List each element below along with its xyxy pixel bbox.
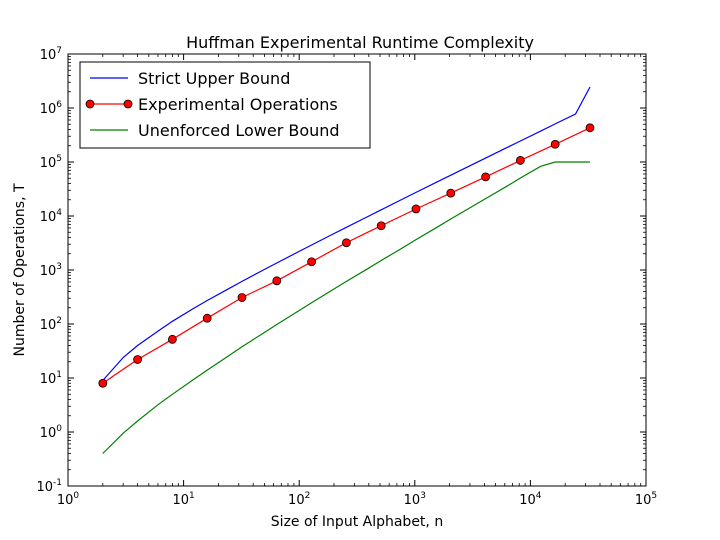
x-tick-label: 105 bbox=[635, 491, 657, 508]
legend: Strict Upper Bound Experimental Operation… bbox=[79, 61, 371, 149]
data-point bbox=[98, 378, 108, 388]
x-tick-label: 100 bbox=[57, 491, 80, 508]
y-tick-label: 10-1 bbox=[36, 478, 62, 495]
data-point bbox=[585, 123, 595, 133]
data-point bbox=[550, 139, 560, 149]
legend-entry: Experimental Operations bbox=[138, 95, 338, 114]
y-axis: 10-1 100 101 102 103 104 105 106 107 bbox=[36, 46, 646, 495]
series-line-1 bbox=[102, 127, 591, 384]
x-axis-label: Size of Input Alphabet, n bbox=[271, 514, 443, 530]
y-tick-label: 104 bbox=[40, 208, 63, 225]
y-tick-label: 102 bbox=[40, 316, 62, 333]
data-point bbox=[237, 293, 247, 302]
legend-entry: Unenforced Lower Bound bbox=[138, 121, 340, 140]
x-tick-label: 102 bbox=[288, 491, 310, 508]
legend-marker bbox=[123, 99, 133, 109]
data-point bbox=[481, 172, 490, 182]
x-tick-label: 101 bbox=[172, 491, 194, 508]
data-point bbox=[446, 188, 456, 198]
y-tick-label: 103 bbox=[40, 262, 62, 279]
plot-area bbox=[98, 86, 595, 454]
y-tick-label: 106 bbox=[40, 100, 63, 117]
legend-marker bbox=[85, 99, 95, 109]
data-point bbox=[202, 313, 212, 323]
chart-title: Huffman Experimental Runtime Complexity bbox=[186, 33, 534, 52]
y-tick-label: 105 bbox=[40, 154, 62, 171]
x-tick-label: 103 bbox=[404, 491, 426, 508]
data-point bbox=[376, 221, 386, 231]
data-point bbox=[167, 334, 177, 344]
y-axis-label: Number of Operations, T bbox=[12, 183, 28, 357]
x-tick-label: 104 bbox=[519, 491, 542, 508]
data-point bbox=[272, 276, 282, 286]
y-tick-label: 100 bbox=[40, 424, 63, 441]
data-point bbox=[133, 355, 142, 364]
data-point bbox=[515, 156, 525, 165]
data-point bbox=[307, 257, 316, 267]
legend-entry: Strict Upper Bound bbox=[138, 69, 290, 88]
x-axis: 100 101 102 103 104 105 bbox=[57, 54, 657, 508]
y-tick-label: 107 bbox=[40, 46, 62, 63]
data-point bbox=[411, 204, 421, 214]
series-line-0 bbox=[102, 86, 591, 381]
data-point bbox=[341, 238, 351, 248]
y-tick-label: 101 bbox=[40, 370, 62, 387]
series-line-2 bbox=[102, 161, 590, 454]
